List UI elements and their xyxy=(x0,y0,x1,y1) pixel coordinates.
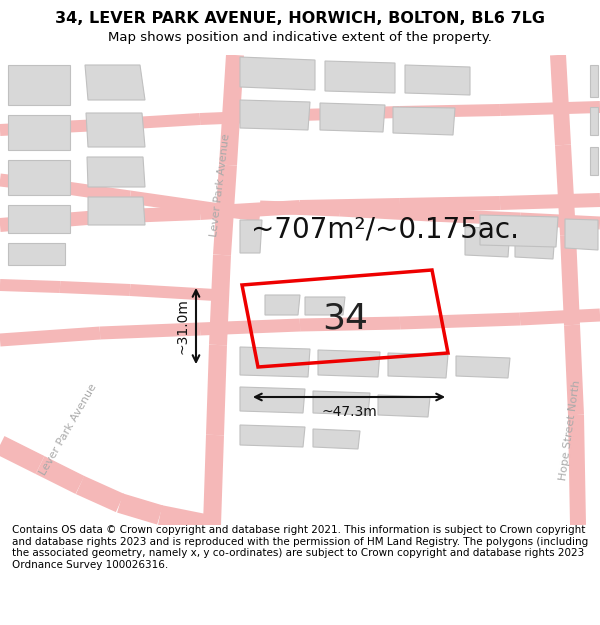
Polygon shape xyxy=(405,65,470,95)
Polygon shape xyxy=(86,113,145,147)
Polygon shape xyxy=(0,326,100,346)
Polygon shape xyxy=(240,220,262,253)
Polygon shape xyxy=(8,243,65,265)
Polygon shape xyxy=(200,319,300,336)
Polygon shape xyxy=(568,415,586,525)
Polygon shape xyxy=(209,254,231,346)
Polygon shape xyxy=(240,57,315,90)
Polygon shape xyxy=(456,356,510,378)
Polygon shape xyxy=(340,204,430,221)
Polygon shape xyxy=(240,387,305,413)
Polygon shape xyxy=(0,174,61,194)
Polygon shape xyxy=(87,157,145,187)
Polygon shape xyxy=(240,347,310,377)
Polygon shape xyxy=(130,284,215,301)
Polygon shape xyxy=(430,209,520,226)
Polygon shape xyxy=(400,312,520,329)
Polygon shape xyxy=(240,425,305,447)
Polygon shape xyxy=(219,54,244,166)
Polygon shape xyxy=(300,106,400,121)
Polygon shape xyxy=(200,200,301,220)
Polygon shape xyxy=(260,201,340,216)
Polygon shape xyxy=(0,119,100,136)
Text: 34, LEVER PARK AVENUE, HORWICH, BOLTON, BL6 7LG: 34, LEVER PARK AVENUE, HORWICH, BOLTON, … xyxy=(55,11,545,26)
Polygon shape xyxy=(0,436,44,474)
Polygon shape xyxy=(88,197,145,225)
Polygon shape xyxy=(0,210,101,232)
Polygon shape xyxy=(465,227,510,257)
Polygon shape xyxy=(500,101,600,116)
Text: Lever Park Avenue: Lever Park Avenue xyxy=(38,382,98,478)
Polygon shape xyxy=(555,144,576,236)
Polygon shape xyxy=(158,505,212,535)
Text: ~707m²/~0.175ac.: ~707m²/~0.175ac. xyxy=(251,216,519,244)
Polygon shape xyxy=(325,61,395,93)
Polygon shape xyxy=(318,350,380,377)
Polygon shape xyxy=(393,107,455,135)
Polygon shape xyxy=(240,100,310,130)
Polygon shape xyxy=(520,213,600,229)
Polygon shape xyxy=(550,54,571,146)
Polygon shape xyxy=(378,395,430,417)
Polygon shape xyxy=(35,456,85,494)
Polygon shape xyxy=(590,65,598,97)
Polygon shape xyxy=(400,104,500,118)
Polygon shape xyxy=(500,193,600,210)
Text: ~31.0m: ~31.0m xyxy=(176,298,190,354)
Text: 34: 34 xyxy=(322,302,368,336)
Polygon shape xyxy=(313,429,360,449)
Polygon shape xyxy=(590,147,598,175)
Polygon shape xyxy=(203,435,224,525)
Polygon shape xyxy=(480,215,558,247)
Polygon shape xyxy=(117,493,163,524)
Polygon shape xyxy=(400,196,500,212)
Polygon shape xyxy=(8,205,70,233)
Polygon shape xyxy=(213,164,237,256)
Polygon shape xyxy=(590,107,598,135)
Polygon shape xyxy=(129,191,221,216)
Text: Hope Street North: Hope Street North xyxy=(558,379,582,481)
Polygon shape xyxy=(60,281,130,296)
Text: Lever Park Avenue: Lever Park Avenue xyxy=(209,133,231,237)
Polygon shape xyxy=(76,476,124,512)
Text: Map shows position and indicative extent of the property.: Map shows position and indicative extent… xyxy=(108,31,492,44)
Polygon shape xyxy=(564,324,584,416)
Polygon shape xyxy=(206,345,227,435)
Polygon shape xyxy=(100,206,200,224)
Polygon shape xyxy=(100,322,200,339)
Polygon shape xyxy=(200,109,300,125)
Polygon shape xyxy=(8,65,70,105)
Polygon shape xyxy=(8,160,70,195)
Polygon shape xyxy=(520,309,600,326)
Polygon shape xyxy=(560,234,580,326)
Polygon shape xyxy=(85,65,145,100)
Polygon shape xyxy=(320,103,385,132)
Polygon shape xyxy=(388,353,448,378)
Polygon shape xyxy=(100,113,200,131)
Polygon shape xyxy=(300,198,400,214)
Polygon shape xyxy=(0,279,60,293)
Polygon shape xyxy=(565,219,598,250)
Text: Contains OS data © Crown copyright and database right 2021. This information is : Contains OS data © Crown copyright and d… xyxy=(12,525,588,570)
Polygon shape xyxy=(219,204,261,221)
Polygon shape xyxy=(300,316,400,331)
Polygon shape xyxy=(305,297,345,315)
Polygon shape xyxy=(59,181,131,203)
Text: ~47.3m: ~47.3m xyxy=(321,405,377,419)
Polygon shape xyxy=(8,115,70,150)
Polygon shape xyxy=(313,391,370,415)
Polygon shape xyxy=(515,231,555,259)
Polygon shape xyxy=(265,295,300,315)
